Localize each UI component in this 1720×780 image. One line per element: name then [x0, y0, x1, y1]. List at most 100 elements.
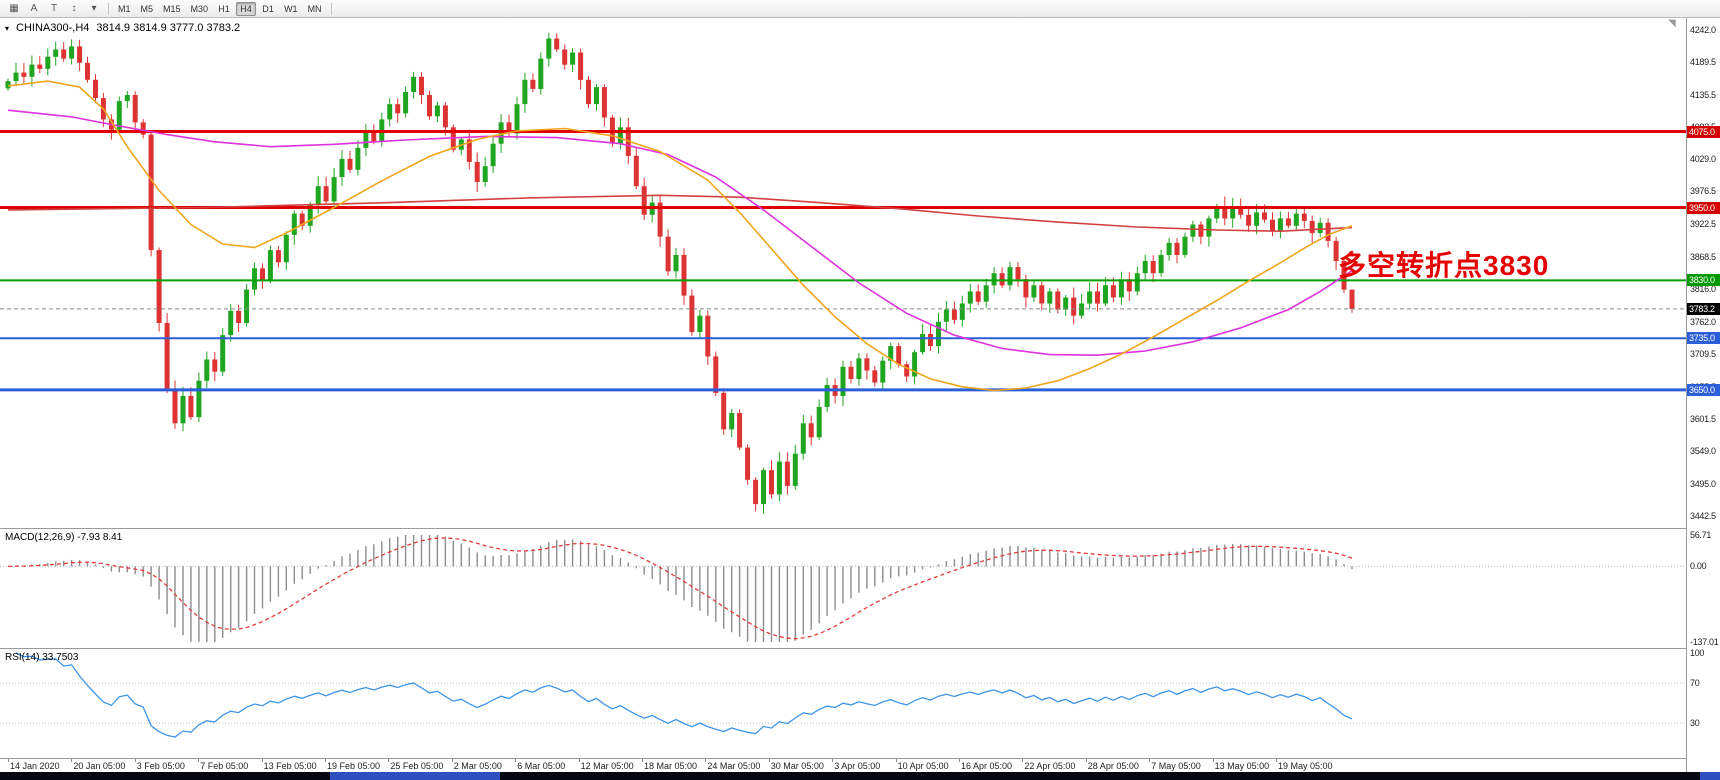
symbol-title: CHINA300-,H4 — [16, 22, 90, 34]
axis-label: 3762.0 — [1690, 316, 1716, 327]
time-label: 7 May 05:00 — [1151, 761, 1201, 771]
time-label: 28 Apr 05:00 — [1087, 761, 1139, 771]
time-label: 3 Feb 05:00 — [136, 761, 185, 771]
symbol-ohlc-values: 3814.9 3814.9 3777.0 3783.2 — [96, 22, 241, 34]
time-tick — [71, 759, 73, 762]
axis-label: 3495.0 — [1690, 479, 1716, 490]
axis-label: 4135.5 — [1690, 89, 1716, 100]
level-price-badge: 3735.0 — [1687, 332, 1720, 345]
scroll-to-end-icon[interactable]: ◥ — [1668, 18, 1676, 29]
main-chart-panel[interactable]: ▾ CHINA300-,H4 3814.9 3814.9 3777.0 3783… — [0, 18, 1686, 528]
dropdown-caret-icon[interactable]: ▾ — [91, 3, 97, 14]
text-tool-icon[interactable]: T — [50, 3, 58, 14]
time-label: 24 Mar 05:00 — [707, 761, 761, 771]
time-label: 16 Apr 05:00 — [961, 761, 1013, 771]
toolbar-divider — [108, 2, 109, 15]
time-tick — [832, 759, 834, 762]
time-tick — [325, 759, 326, 762]
timeframe-m5-button[interactable]: M5 — [140, 3, 154, 14]
time-tick — [895, 759, 897, 762]
time-tick — [388, 759, 390, 762]
time-tick — [1276, 759, 1277, 762]
axis-label: 4029.0 — [1690, 154, 1716, 165]
axis-label: 3922.5 — [1690, 219, 1716, 230]
time-label: 14 Jan 2020 — [10, 761, 60, 771]
taskbar-corner[interactable] — [1700, 772, 1720, 780]
price-axis[interactable]: 4242.04189.54135.54082.54029.03976.53922… — [1686, 18, 1720, 772]
time-label: 10 Apr 05:00 — [897, 761, 949, 771]
timeframe-m15-button[interactable]: M15 — [163, 3, 181, 14]
time-tick — [451, 759, 453, 762]
macd-panel[interactable]: MACD(12,26,9) -7.93 8.41 — [0, 529, 1686, 648]
time-tick — [1212, 759, 1214, 762]
timeframe-m30-button[interactable]: M30 — [190, 3, 209, 14]
panel-resize-handle[interactable] — [0, 648, 1720, 649]
time-tick — [515, 759, 517, 762]
axis-label: -137.01 — [1690, 637, 1719, 647]
axis-label: 3709.5 — [1690, 348, 1716, 359]
time-tick — [705, 759, 707, 762]
time-label: 18 Mar 05:00 — [644, 761, 698, 771]
time-tick — [261, 759, 263, 762]
arrow-tool-icon[interactable]: A — [30, 3, 38, 14]
rsi-panel[interactable]: RSI(14) 33.7503 — [0, 649, 1686, 758]
current-price-badge: 3783.2 — [1687, 302, 1720, 315]
toolbar-divider — [330, 2, 332, 15]
time-tick — [134, 759, 136, 762]
axis-label: 30 — [1690, 718, 1700, 728]
time-tick — [1022, 759, 1024, 762]
scroll-tool-icon[interactable]: ↕ — [71, 3, 77, 14]
taskbar[interactable] — [0, 772, 1720, 780]
time-label: 12 Mar 05:00 — [580, 761, 634, 771]
axis-label: 70 — [1690, 678, 1700, 688]
level-price-badge: 4075.0 — [1687, 125, 1720, 138]
time-label: 19 Feb 05:00 — [327, 761, 381, 771]
time-tick — [1149, 759, 1151, 762]
time-label: 20 Jan 05:00 — [73, 761, 126, 771]
rsi-label: RSI(14) 33.7503 — [5, 652, 79, 663]
axis-label: 3976.5 — [1690, 186, 1716, 197]
annotation-text: 多空转折点3830 — [1338, 250, 1550, 281]
chart-window-icon[interactable]: ▦ — [9, 3, 19, 14]
timeframe-group: M1 M5 M15 M30 H1 H4 D1 W1 MN — [113, 1, 327, 16]
level-price-badge: 3650.0 — [1687, 383, 1720, 396]
timeframe-mn-button[interactable]: MN — [307, 3, 322, 14]
axis-label: 56.71 — [1690, 530, 1712, 540]
macd-label: MACD(12,26,9) -7.93 8.41 — [5, 532, 123, 543]
time-tick — [959, 759, 960, 762]
time-label: 3 Apr 05:00 — [834, 761, 881, 771]
timeframe-d1-button[interactable]: D1 — [262, 3, 274, 14]
chart-marker-icon: ▾ — [5, 23, 10, 33]
level-price-badge: 3830.0 — [1687, 274, 1720, 287]
time-axis[interactable]: 14 Jan 2020 20 Jan 05:00 3 Feb 05:00 7 Feb … — [0, 759, 1686, 772]
time-label: 13 Feb 05:00 — [263, 761, 317, 771]
symbol-info: ▾ CHINA300-,H4 3814.9 3814.9 3777.0 3783… — [5, 22, 240, 34]
time-tick — [768, 759, 770, 762]
time-tick — [1085, 759, 1087, 762]
time-label: 13 May 05:00 — [1214, 761, 1270, 771]
axis-label: 4242.0 — [1690, 25, 1716, 35]
axis-label: 0.00 — [1690, 561, 1707, 572]
time-label: 19 May 05:00 — [1278, 761, 1333, 771]
time-label: 6 Mar 05:00 — [517, 761, 566, 771]
toolbar-icon-group: ▦ A T ↕ ▾ — [4, 2, 104, 16]
time-label: 30 Mar 05:00 — [770, 761, 824, 771]
axis-label: 3442.5 — [1690, 511, 1716, 521]
time-label: 25 Feb 05:00 — [390, 761, 444, 771]
level-price-badge: 3950.0 — [1687, 201, 1720, 214]
timeframe-h4-button[interactable]: H4 — [236, 1, 257, 16]
taskbar-item[interactable] — [330, 772, 500, 780]
axis-label: 3601.5 — [1690, 414, 1716, 425]
timeframe-m1-button[interactable]: M1 — [118, 3, 131, 14]
time-tick — [578, 759, 580, 762]
panel-resize-handle[interactable] — [0, 758, 1720, 759]
time-label: 2 Mar 05:00 — [453, 761, 502, 771]
panel-resize-handle[interactable] — [0, 528, 1720, 529]
timeframe-w1-button[interactable]: W1 — [284, 3, 298, 14]
time-tick — [642, 759, 643, 762]
time-tick — [8, 759, 9, 762]
timeframe-h1-button[interactable]: H1 — [218, 3, 230, 14]
time-label: 7 Feb 05:00 — [200, 761, 249, 771]
time-tick — [198, 759, 200, 762]
